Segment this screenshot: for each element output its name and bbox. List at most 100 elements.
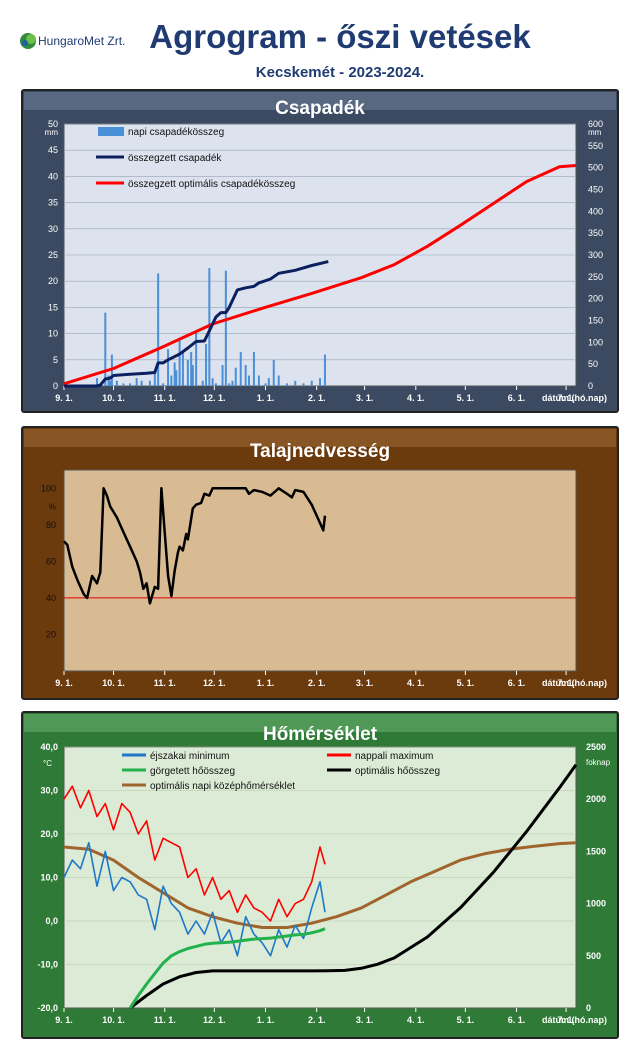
y-right-tick-label: 500 (588, 163, 603, 173)
x-tick-label: 10. 1. (102, 678, 125, 688)
precip-bar (272, 359, 275, 386)
precip-bar (107, 375, 110, 386)
x-tick-label: 4. 1. (407, 393, 425, 403)
x-tick-label: 12. 1. (203, 678, 226, 688)
x-tick-label: 7. 1. (557, 393, 575, 403)
precip-bar (190, 351, 193, 386)
precip-bar (234, 367, 237, 386)
plot-area (63, 469, 577, 672)
precip-bar (140, 380, 143, 386)
x-tick-label: 5. 1. (457, 1015, 475, 1025)
x-tick-label: 10. 1. (102, 1015, 125, 1025)
precip-bar (310, 380, 313, 386)
precip-bar (191, 365, 194, 386)
precip-bar (257, 375, 260, 386)
x-tick-label: 11. 1. (154, 1015, 176, 1025)
precip-bar (96, 378, 99, 386)
optimal-cumulative-line (63, 164, 577, 386)
x-tick-label: 2. 1. (308, 1015, 326, 1025)
panel-title: Talajnedvesség (250, 441, 390, 462)
precip-bar (153, 372, 156, 386)
temperature-panel: Hőmérséklet 9. 1. 10. 1. 11. 1. 12. 1. 1. 1. 2… (21, 711, 619, 1039)
y-tick-label: 100 (41, 483, 56, 493)
precip-bar (205, 344, 208, 386)
x-tick-label: 11. 1. (154, 393, 176, 403)
legend-label: nappali maximum (355, 751, 433, 762)
precip-bar (104, 312, 107, 386)
x-tick-label: 9. 1. (55, 1015, 73, 1025)
y-right-tick-label: 300 (588, 250, 603, 260)
x-tick-label: 6. 1. (508, 393, 526, 403)
legend-swatch (98, 127, 124, 136)
y-left-unit: °C (43, 759, 52, 768)
panel-frame-highlight (24, 429, 616, 447)
y-tick-label: 20 (46, 629, 56, 639)
y-left-tick-label: 30 (48, 224, 58, 234)
y-right-tick-label: 250 (588, 272, 603, 282)
precip-bar (221, 365, 224, 386)
x-axis-label: dátum (hó.nap) (542, 393, 607, 403)
x-tick-label: 9. 1. (55, 393, 73, 403)
hungaromet-logo (20, 33, 36, 49)
y-tick-label: 80 (46, 520, 56, 530)
day-maximum-line (63, 785, 326, 922)
x-tick-label: 4. 1. (407, 678, 425, 688)
y-right-tick-label: 400 (588, 206, 603, 216)
precip-bar (294, 380, 297, 386)
precip-bar (178, 338, 181, 386)
y-right-tick-label: 150 (588, 316, 603, 326)
soil-moisture-line (63, 487, 327, 605)
x-tick-label: 2. 1. (308, 678, 326, 688)
y-left-tick-label: 50 (48, 119, 58, 129)
y-left-tick-label: 20,0 (40, 829, 58, 839)
x-tick-label: 3. 1. (356, 678, 374, 688)
x-tick-label: 1. 1. (257, 393, 275, 403)
y-left-tick-label: 10 (48, 329, 58, 339)
y-left-tick-label: 35 (48, 198, 58, 208)
y-left-tick-label: 20 (48, 276, 58, 286)
precip-bar (244, 365, 247, 386)
x-tick-label: 3. 1. (356, 393, 374, 403)
precip-bar (277, 375, 280, 386)
precip-bar (175, 370, 178, 386)
precip-bar (214, 383, 217, 386)
precip-bar (135, 378, 138, 386)
x-tick-label: 3. 1. (356, 1015, 374, 1025)
precip-bar (115, 380, 118, 386)
precip-bar (122, 383, 125, 386)
y-unit: % (49, 503, 56, 512)
x-tick-label: 2. 1. (308, 393, 326, 403)
y-left-tick-label: 5 (53, 355, 58, 365)
precip-bar (224, 270, 227, 386)
soil-moisture-panel: Talajnedvesség 9. 1. 10. 1. 11. 1. 12. 1. 1. … (21, 426, 619, 700)
y-left-tick-label: 40 (48, 171, 58, 181)
x-tick-label: 11. 1. (154, 678, 176, 688)
precip-bar (195, 330, 198, 386)
x-tick-label: 12. 1. (203, 1015, 226, 1025)
precip-bar (162, 383, 165, 386)
y-right-tick-label: 50 (588, 359, 598, 369)
x-tick-label: 5. 1. (457, 678, 475, 688)
night-minimum-line (63, 841, 326, 957)
panel-frame-highlight (24, 92, 616, 110)
y-right-tick-label: 0 (586, 1003, 591, 1013)
precip-bar (267, 378, 270, 386)
precip-bar (148, 380, 151, 386)
rolling-heat-sum-line (128, 927, 326, 1009)
y-left-tick-label: -20,0 (37, 1003, 58, 1013)
y-right-tick-label: 1000 (586, 899, 606, 909)
y-right-tick-label: 550 (588, 141, 603, 151)
legend-label: görgetett hőösszeg (150, 766, 235, 777)
precip-bar (302, 383, 305, 386)
y-tick-label: 40 (46, 593, 56, 603)
panel-title: Csapadék (275, 98, 365, 119)
precip-bar (157, 273, 160, 386)
precip-bar (252, 351, 255, 386)
y-right-tick-label: 500 (586, 951, 601, 961)
x-tick-label: 5. 1. (457, 393, 475, 403)
y-left-tick-label: 30,0 (40, 786, 58, 796)
y-right-tick-label: 200 (588, 294, 603, 304)
precip-bar (109, 380, 112, 386)
precip-bar (129, 383, 132, 386)
x-tick-label: 1. 1. (257, 678, 275, 688)
